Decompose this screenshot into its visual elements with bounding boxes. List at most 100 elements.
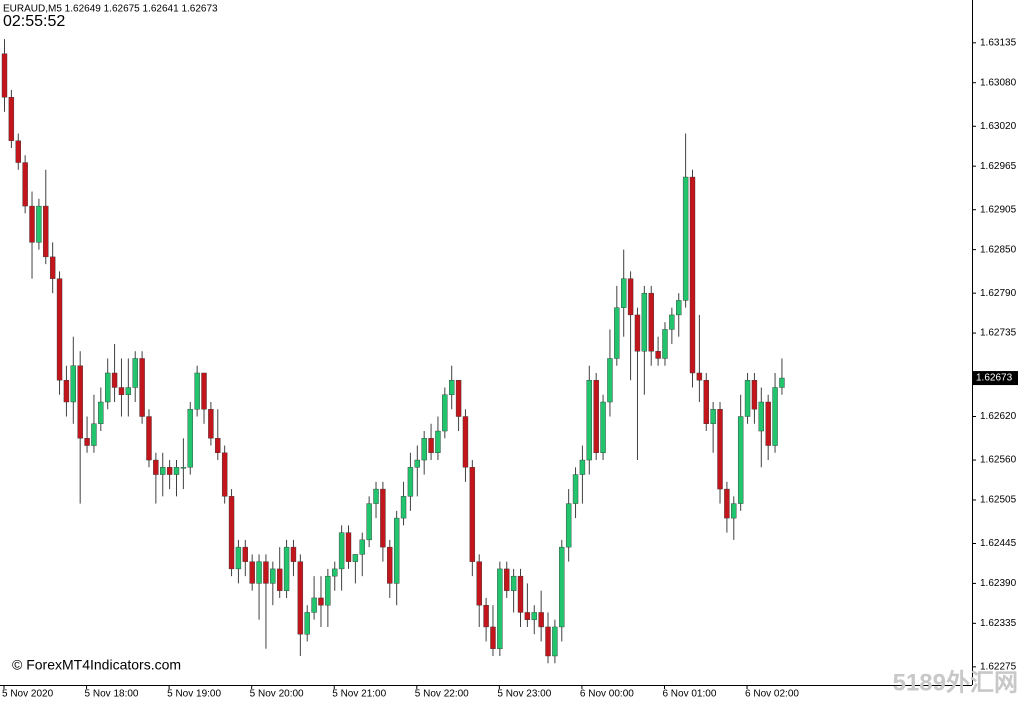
y-tick-label: 1.62620 [980,411,1017,422]
candle-body [194,372,200,410]
candle-body [737,416,744,504]
candle-body [215,438,221,453]
candle-body [63,380,70,403]
candle-body [270,568,276,584]
y-tick-label: 1.62445 [980,538,1017,549]
candle-body [387,546,393,584]
candle-body [772,387,778,446]
candle-body [676,300,682,316]
y-tick-label: 1.62905 [980,204,1017,215]
candle-body [118,387,125,395]
candle-body [607,358,613,403]
candle-body [710,409,716,424]
candle-body [634,314,641,352]
candle-body [304,612,310,635]
candle-body [283,546,290,591]
candle-body [393,517,400,584]
y-tick-label: 1.62735 [980,328,1017,339]
candle-body [531,612,537,620]
candle-body [469,467,476,562]
last-price-label: 1.62673 [976,373,1013,384]
candle-body [180,467,187,469]
candle-body [359,539,365,555]
candle-body [641,292,648,352]
candle-body [559,546,565,628]
candle-body [297,561,304,635]
candle-body [77,365,83,439]
candle-body [160,467,166,475]
candle-body [208,409,214,439]
candle-body [318,597,324,606]
last-price-box [972,371,1018,386]
candle-body [517,575,524,613]
y-tick-label: 1.63020 [980,121,1017,132]
candle-body [29,205,35,243]
candle-body [428,438,434,453]
candle-body [689,176,696,374]
candle-body [703,380,709,424]
candle-body [407,467,414,497]
candle-body [669,314,675,330]
x-tick-label: 6 Nov 00:00 [580,689,634,700]
candle-body [125,387,132,395]
candle-body [139,358,145,417]
candle-body [586,380,592,461]
candle-body [504,568,510,591]
candle-body [400,496,407,519]
candle-body [311,597,317,613]
candle-body [682,176,689,301]
candle-body [221,452,228,497]
candle-body [765,401,771,446]
x-tick-label: 5 Nov 23:00 [497,689,551,700]
candle-body [600,401,606,453]
candle-body [104,372,111,403]
candle-body [91,423,97,446]
candle-body [731,503,737,519]
candle-body [779,377,785,388]
y-tick-label: 1.62965 [980,161,1017,172]
x-tick-label: 5 Nov 21:00 [332,689,386,700]
x-tick-label: 5 Nov 22:00 [415,689,469,700]
candle-body [490,626,496,649]
corner-mark: 5189外汇网 [893,668,1018,696]
candle-body [655,351,661,359]
candle-body [524,612,531,620]
candle-body [187,409,193,468]
candle-body [153,459,159,475]
x-tick-label: 6 Nov 02:00 [745,689,799,700]
candle-body [614,307,620,359]
candle-body [449,380,455,395]
y-tick-label: 1.62390 [980,578,1017,589]
y-tick-label: 1.62850 [980,244,1017,255]
x-tick-label: 5 Nov 2020 [2,689,54,700]
candle-body [538,612,544,628]
candle-body [648,292,654,352]
candle-body [325,575,331,606]
candle-body [758,401,764,432]
candle-body [462,416,469,468]
candle-body [476,561,482,606]
candle-body [235,546,242,570]
candle-body [579,459,586,475]
y-tick-label: 1.62275 [980,661,1017,672]
candle-body [166,467,173,475]
candle-body [744,380,751,417]
candle-body [98,401,104,424]
candle-body [696,372,703,381]
y-tick-label: 1.62560 [980,455,1017,466]
candle-body [1,53,8,98]
candle-body [15,140,21,163]
candle-body [345,532,352,562]
candle-body [84,438,90,446]
chart-title: EURAUD,M5 1.62649 1.62675 1.62641 1.6267… [3,4,218,15]
candle-body [173,467,180,475]
candle-body [249,561,255,584]
candle-body [380,488,386,548]
watermark: © ForexMT4Indicators.com [12,657,181,673]
clock: 02:55:52 [3,13,65,30]
candle-body [497,568,503,649]
y-tick-label: 1.63135 [980,37,1017,48]
candle-body [414,459,420,468]
candle-body [201,372,207,410]
candle-body [421,438,427,461]
